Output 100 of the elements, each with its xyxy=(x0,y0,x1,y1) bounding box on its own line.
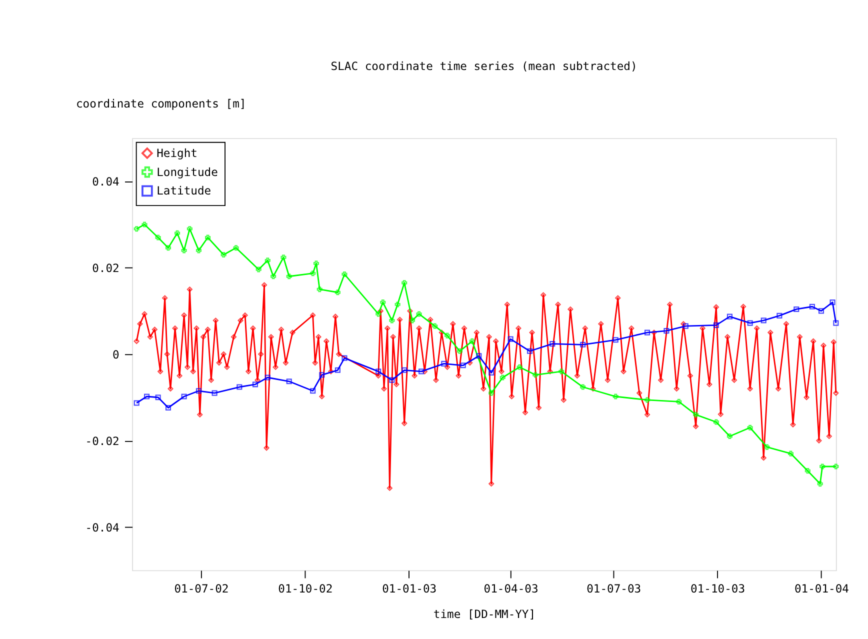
point xyxy=(402,280,408,286)
point xyxy=(316,286,322,292)
point xyxy=(444,332,450,338)
point xyxy=(833,464,839,470)
point xyxy=(181,394,187,400)
point xyxy=(713,419,719,425)
point xyxy=(488,370,494,376)
point xyxy=(196,388,202,394)
point xyxy=(508,336,514,342)
point xyxy=(174,230,180,236)
point xyxy=(233,245,239,251)
point xyxy=(432,323,438,329)
point xyxy=(380,300,386,306)
x-tick-label: 01-04-03 xyxy=(484,581,538,596)
point xyxy=(334,367,340,373)
point xyxy=(644,330,650,336)
point xyxy=(818,308,824,314)
point xyxy=(286,274,292,280)
legend-label: Height xyxy=(156,146,198,160)
chart-title: SLAC coordinate time series (mean subtracted) xyxy=(330,59,638,74)
point xyxy=(286,378,292,384)
point xyxy=(809,304,815,310)
x-tick-label: 01-10-02 xyxy=(278,581,333,596)
point xyxy=(476,353,482,359)
point xyxy=(402,367,408,373)
point xyxy=(804,468,810,474)
point xyxy=(580,384,586,390)
point xyxy=(389,318,395,324)
point xyxy=(334,290,340,296)
point xyxy=(264,258,270,264)
point xyxy=(788,450,794,456)
point xyxy=(776,312,782,318)
point xyxy=(252,382,258,388)
point xyxy=(713,322,719,328)
point xyxy=(460,362,466,368)
point xyxy=(416,311,422,317)
point xyxy=(342,271,348,277)
y-tick-label: -0.02 xyxy=(85,434,120,448)
point xyxy=(310,270,316,276)
point xyxy=(144,394,150,400)
y-tick-label: 0 xyxy=(112,347,120,362)
point xyxy=(500,374,506,380)
point xyxy=(558,368,564,374)
point xyxy=(155,234,161,240)
point xyxy=(469,338,475,344)
point xyxy=(270,274,276,280)
point xyxy=(409,318,416,324)
point xyxy=(342,355,348,361)
point xyxy=(313,260,320,266)
point xyxy=(747,320,753,326)
legend-label: Longitude xyxy=(156,164,218,179)
point xyxy=(389,377,395,383)
point xyxy=(196,248,202,254)
point xyxy=(532,372,538,378)
point xyxy=(441,360,447,366)
point xyxy=(155,394,161,400)
point xyxy=(664,328,670,334)
x-tick-label: 01-07-03 xyxy=(586,581,642,596)
point xyxy=(830,300,836,306)
point xyxy=(747,424,753,430)
point xyxy=(418,368,424,374)
x-tick-label: 01-01-03 xyxy=(382,581,437,596)
x-axis-title: time [DD-MM-YY] xyxy=(433,606,536,621)
point xyxy=(205,234,211,240)
point xyxy=(760,318,766,324)
point xyxy=(394,302,400,308)
point xyxy=(220,252,226,258)
point xyxy=(644,397,650,403)
point xyxy=(612,337,618,343)
point xyxy=(134,400,140,406)
point xyxy=(526,348,533,354)
point xyxy=(550,341,556,347)
x-tick-label: 01-10-03 xyxy=(690,581,746,596)
point xyxy=(726,314,733,320)
point xyxy=(488,390,494,396)
point xyxy=(376,368,382,374)
point xyxy=(580,342,586,348)
point xyxy=(165,245,172,251)
point xyxy=(676,398,682,404)
y-tick-label: -0.04 xyxy=(85,520,120,534)
legend-label: Latitude xyxy=(156,184,212,198)
x-tick-label: 01-01-04 xyxy=(794,581,850,596)
point xyxy=(726,433,733,440)
point xyxy=(794,306,800,312)
point xyxy=(376,311,382,317)
point xyxy=(186,226,192,232)
point xyxy=(612,394,618,400)
point xyxy=(833,320,839,326)
point xyxy=(134,226,140,232)
point xyxy=(817,481,823,487)
y-axis-title: coordinate components [m] xyxy=(76,96,246,110)
point xyxy=(456,348,462,354)
point xyxy=(764,444,770,450)
point xyxy=(165,404,172,411)
point xyxy=(236,384,242,390)
point xyxy=(264,374,270,380)
point xyxy=(820,464,826,470)
point xyxy=(280,254,286,260)
point xyxy=(682,323,688,329)
x-tick-label: 01-07-02 xyxy=(174,581,229,596)
